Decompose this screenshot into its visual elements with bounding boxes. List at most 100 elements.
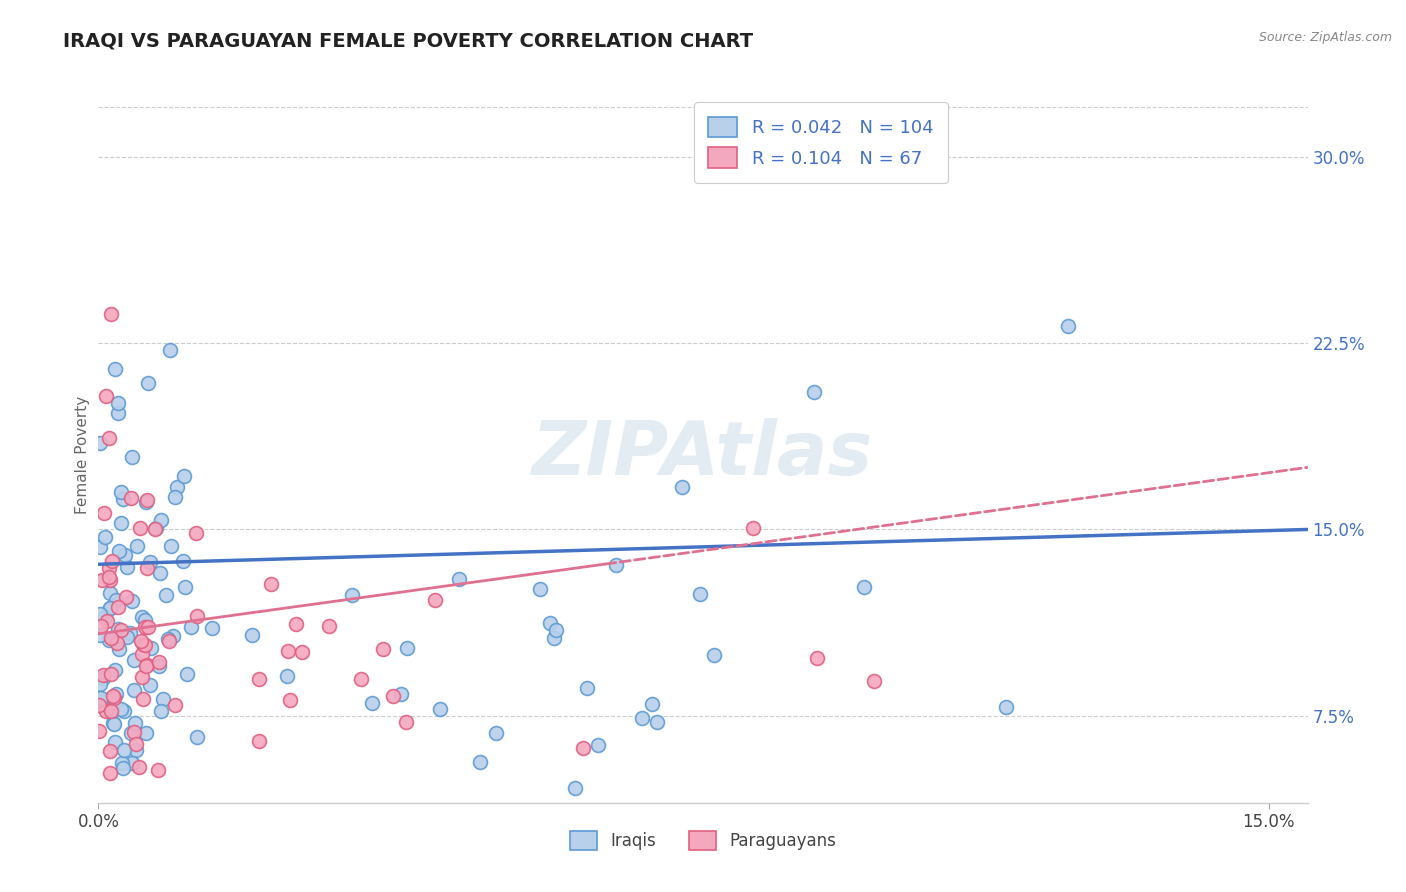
Point — [136, 493, 159, 508]
Point — [89, 607, 111, 621]
Point — [108, 544, 131, 558]
Point — [136, 657, 159, 672]
Point — [803, 385, 825, 400]
Text: Source: ZipAtlas.com: Source: ZipAtlas.com — [1258, 31, 1392, 45]
Point — [111, 756, 134, 770]
Point — [277, 643, 299, 657]
Point — [645, 714, 668, 729]
Point — [853, 580, 876, 594]
Point — [485, 726, 508, 740]
Point — [543, 632, 565, 646]
Point — [114, 591, 136, 605]
Point — [97, 570, 120, 584]
Point — [110, 485, 132, 500]
Point — [131, 647, 153, 661]
Point — [165, 491, 187, 505]
Point — [87, 724, 110, 739]
Point — [395, 714, 418, 729]
Point — [98, 600, 121, 615]
Point — [121, 450, 143, 464]
Point — [107, 641, 129, 656]
Point — [134, 613, 156, 627]
Point — [689, 586, 711, 600]
Point — [135, 658, 157, 673]
Point — [148, 655, 170, 669]
Point — [98, 600, 121, 615]
Point — [150, 513, 173, 527]
Point — [148, 763, 170, 777]
Point — [143, 522, 166, 536]
Text: IRAQI VS PARAGUAYAN FEMALE POVERTY CORRELATION CHART: IRAQI VS PARAGUAYAN FEMALE POVERTY CORRE… — [63, 31, 754, 50]
Point — [135, 561, 157, 575]
Point — [100, 704, 122, 718]
Point — [155, 588, 177, 602]
Point — [98, 573, 121, 587]
Point — [107, 406, 129, 420]
Point — [995, 700, 1018, 714]
Point — [361, 696, 384, 710]
Point — [544, 623, 567, 637]
Point — [149, 566, 172, 580]
Point — [87, 698, 110, 712]
Point — [93, 668, 115, 682]
Point — [129, 634, 152, 648]
Point — [371, 641, 394, 656]
Point — [100, 631, 122, 645]
Point — [89, 436, 111, 450]
Point — [96, 389, 118, 403]
Point — [389, 687, 412, 701]
Text: ZIPAtlas: ZIPAtlas — [533, 418, 873, 491]
Point — [165, 698, 187, 712]
Point — [160, 539, 183, 553]
Point — [90, 694, 112, 708]
Point — [120, 491, 142, 506]
Point — [103, 690, 125, 705]
Point — [112, 704, 135, 718]
Point — [429, 702, 451, 716]
Point — [166, 480, 188, 494]
Point — [110, 623, 132, 637]
Point — [98, 431, 121, 445]
Point — [529, 582, 551, 597]
Point — [136, 620, 159, 634]
Point — [104, 362, 127, 376]
Point — [90, 619, 112, 633]
Point — [605, 558, 627, 573]
Point — [135, 725, 157, 739]
Point — [247, 734, 270, 748]
Point — [180, 620, 202, 634]
Point — [90, 573, 112, 587]
Point — [586, 738, 609, 752]
Point — [97, 632, 120, 647]
Point — [276, 669, 298, 683]
Point — [576, 681, 599, 695]
Point — [139, 678, 162, 692]
Point — [89, 628, 111, 642]
Point — [107, 622, 129, 636]
Point — [110, 516, 132, 531]
Y-axis label: Female Poverty: Female Poverty — [75, 396, 90, 514]
Point — [138, 376, 160, 390]
Point — [128, 760, 150, 774]
Point — [121, 593, 143, 607]
Point — [107, 600, 129, 615]
Point — [111, 491, 134, 506]
Point — [98, 586, 121, 600]
Point — [114, 548, 136, 562]
Point — [105, 636, 128, 650]
Point — [93, 609, 115, 624]
Point — [89, 540, 111, 554]
Point — [201, 621, 224, 635]
Point — [105, 687, 128, 701]
Legend: Iraqis, Paraguayans: Iraqis, Paraguayans — [564, 824, 842, 857]
Point — [139, 640, 162, 655]
Point — [93, 506, 115, 520]
Point — [134, 495, 156, 509]
Point — [100, 307, 122, 321]
Point — [159, 343, 181, 358]
Point — [1056, 319, 1078, 334]
Point — [124, 737, 146, 751]
Point — [290, 645, 312, 659]
Point — [260, 577, 283, 591]
Point — [671, 479, 693, 493]
